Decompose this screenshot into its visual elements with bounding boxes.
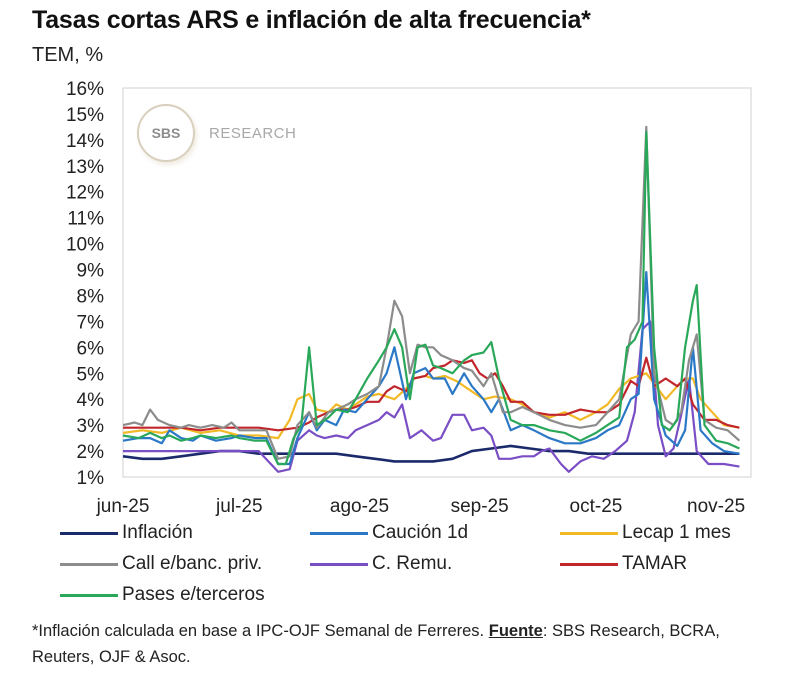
x-tick-label: nov-25 — [687, 496, 745, 517]
y-tick-label: 13% — [66, 157, 104, 178]
legend-swatch — [60, 562, 118, 566]
y-axis-ticks: 1% 2% 3% 4% 5% 6% 7% 8% 9% 10% 11% 12% 13% 14% 15% 16% — [66, 79, 104, 489]
legend-item: Caución 1d — [310, 522, 468, 544]
footnote-source-label: Fuente — [488, 622, 543, 640]
legend-swatch — [310, 531, 368, 535]
x-tick-label: sep-25 — [451, 496, 509, 517]
y-axis-unit-label: TEM, % — [32, 44, 104, 66]
x-tick-label: ago-25 — [330, 496, 389, 517]
y-tick-label: 16% — [66, 79, 104, 100]
legend-label: Call e/banc. priv. — [122, 553, 263, 574]
line-chart: 1%2%3%4%5%6%7%8%9%10%11%12%13%14%15%16% … — [66, 79, 752, 517]
legend-item: Inflación — [60, 522, 193, 544]
y-tick-label: 6% — [77, 338, 105, 359]
x-tick-label: jun-25 — [96, 496, 150, 517]
series-line-tamar — [123, 356, 740, 432]
legend-item: Call e/banc. priv. — [60, 553, 262, 575]
legend-item: TAMAR — [560, 553, 687, 575]
legend-item: Lecap 1 mes — [560, 522, 731, 544]
legend-swatch — [310, 562, 368, 566]
legend-swatch — [60, 531, 118, 535]
y-tick-label: 9% — [77, 261, 105, 282]
x-tick-label: oct-25 — [570, 496, 623, 517]
series-line-inflaci-n — [122, 444, 740, 463]
y-tick-label: 11% — [67, 209, 104, 230]
y-tick-label: 8% — [77, 286, 105, 307]
legend-swatch — [560, 531, 618, 535]
chart-title: Tasas cortas ARS e inflación de alta fre… — [32, 6, 591, 34]
footnote: *Inflación calculada en base a IPC-OJF S… — [32, 618, 772, 670]
x-axis-ticks: jun-25 jul-25 ago-25 sep-25 oct-25 nov-25 — [96, 496, 746, 517]
sbs-research-watermark: SBS RESEARCH — [137, 104, 296, 162]
sbs-logo-mark: SBS — [137, 104, 195, 162]
y-tick-label: 3% — [77, 416, 105, 437]
legend-item: C. Remu. — [310, 553, 452, 575]
y-tick-label: 7% — [77, 312, 105, 333]
legend-item: Pases e/terceros — [60, 584, 265, 606]
plot-area-frame — [122, 87, 752, 478]
series-lines — [122, 125, 741, 473]
x-tick-label: jul-25 — [215, 496, 262, 517]
legend-swatch — [560, 562, 618, 566]
legend-swatch — [60, 593, 118, 597]
legend-label: Lecap 1 mes — [622, 522, 731, 543]
y-tick-label: 12% — [66, 183, 104, 204]
legend-label: Pases e/terceros — [122, 584, 265, 605]
y-tick-label: 4% — [77, 390, 105, 411]
legend-label: TAMAR — [622, 553, 688, 574]
y-tick-label: 14% — [66, 131, 104, 152]
y-tick-label: 1% — [77, 468, 105, 489]
y-tick-label: 15% — [66, 105, 104, 126]
series-line-cauci-n-1d — [122, 271, 740, 466]
footnote-source-text: : SBS Research, BCRA, Reuters, OJF & Aso… — [32, 622, 720, 666]
y-tick-label: 2% — [77, 442, 105, 463]
series-line-pases-e-terceros — [122, 131, 740, 466]
series-line-c-remu — [123, 320, 740, 473]
footnote-text: *Inflación calculada en base a IPC-OJF S… — [32, 622, 489, 640]
legend-label: Inflación — [122, 522, 193, 543]
legend-label: Caución 1d — [372, 522, 469, 543]
y-tick-label: 10% — [66, 235, 104, 256]
legend-label: C. Remu. — [372, 553, 453, 574]
logo-text: RESEARCH — [209, 124, 297, 142]
y-tick-label: 5% — [77, 364, 105, 385]
